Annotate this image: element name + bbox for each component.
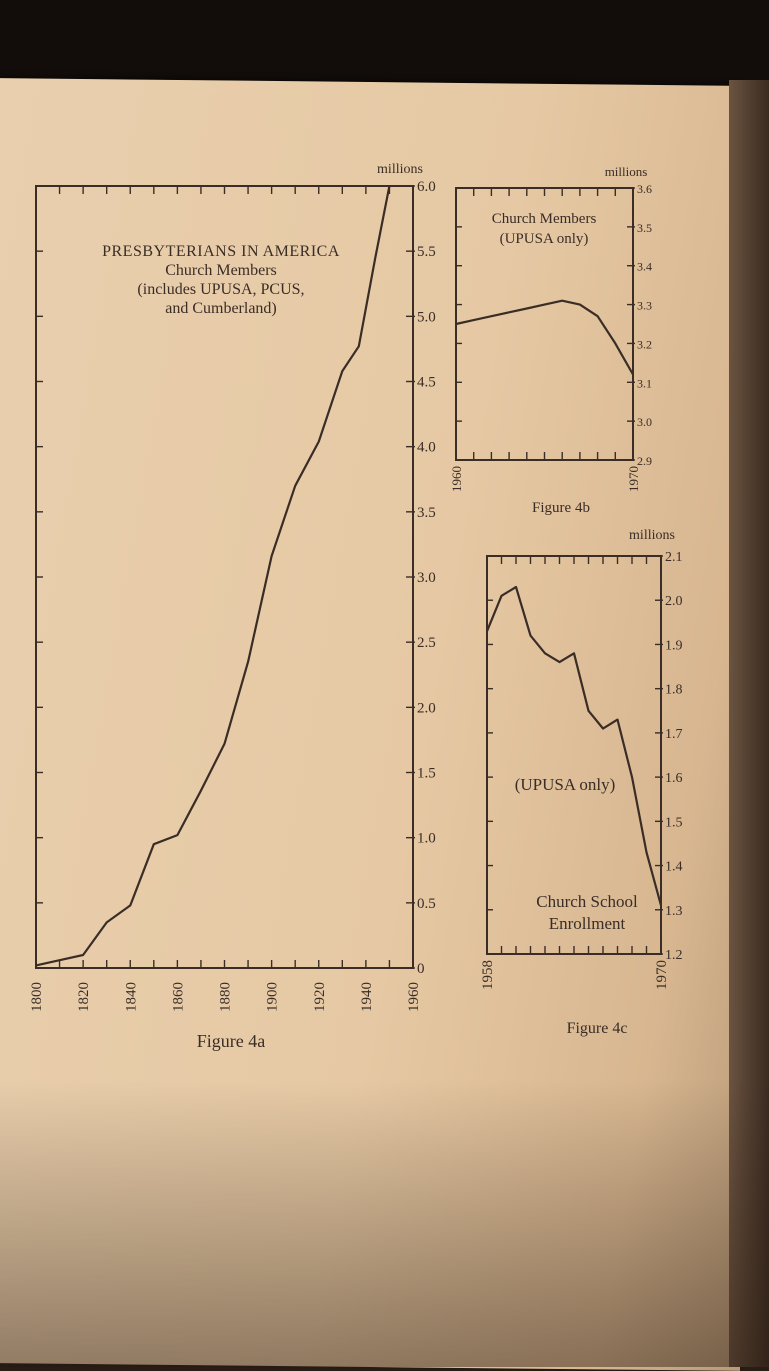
- y-tick-label: 5.0: [417, 309, 436, 325]
- x-tick-label: 1800: [29, 982, 45, 1012]
- x-tick-label: 1820: [76, 982, 92, 1012]
- y-tick-label: 2.9: [637, 454, 652, 468]
- figure-4b-x-ticks: 1960 1970: [449, 188, 641, 492]
- x-tick-label: 1960: [449, 466, 464, 492]
- y-tick-label: 3.3: [637, 299, 652, 313]
- y-tick-label: 0.5: [417, 896, 436, 912]
- y-tick-label: 3.5: [637, 221, 652, 235]
- y-tick-label: 3.4: [637, 260, 652, 274]
- figure-4a-unit-label: millions: [377, 162, 423, 177]
- y-tick-label: 1.6: [665, 771, 683, 786]
- figure-4a-subtitle-3: and Cumberland): [165, 300, 277, 317]
- figure-4a-title: PRESBYTERIANS IN AMERICA: [102, 243, 340, 260]
- figure-4c-subtitle: Enrollment: [549, 914, 626, 933]
- figure-4c-x-ticks: 1958 1970: [480, 556, 670, 990]
- y-tick-label: 1.5: [417, 766, 436, 782]
- y-tick-label: 6.0: [417, 179, 436, 195]
- y-tick-label: 3.2: [637, 337, 652, 351]
- y-tick-label: 1.4: [665, 860, 683, 875]
- figure-4a-y-ticks: 0 0.5 1.0 1.5 2.0 2.5 3.0 3.5 4.0 4.5 5.0 5.5 6.0: [36, 179, 436, 977]
- x-tick-label: 1940: [359, 982, 375, 1012]
- figure-4b-caption: Figure 4b: [532, 500, 590, 516]
- y-tick-label: 3.1: [637, 376, 652, 390]
- y-tick-label: 2.0: [665, 594, 683, 609]
- y-tick-label: 1.5: [665, 815, 683, 830]
- figure-4c: 1958 1970 1.21.31.41.51.61.71.81.92.02.1 …: [480, 528, 683, 1037]
- y-tick-label: 0: [417, 961, 425, 977]
- y-tick-label: 4.0: [417, 440, 436, 456]
- x-tick-label: 1920: [312, 982, 328, 1012]
- figure-4c-enrollment-line: [485, 585, 663, 906]
- page-shadow: [0, 1080, 769, 1367]
- figure-4a-caption: Figure 4a: [197, 1031, 265, 1051]
- x-tick-label: 1970: [626, 466, 641, 492]
- figure-4c-title: Church School: [536, 892, 638, 911]
- y-tick-label: 1.2: [665, 948, 683, 963]
- dark-background-right: [729, 80, 769, 1367]
- y-tick-label: 2.1: [665, 550, 683, 565]
- y-tick-label: 1.8: [665, 683, 683, 698]
- figure-4a-subtitle-2: (includes UPUSA, PCUS,: [137, 281, 304, 298]
- figure-4c-side-note: (UPUSA only): [515, 775, 616, 794]
- figure-4b-y-ticks: 2.9 3.0 3.1 3.2 3.3 3.4 3.5 3.6: [456, 182, 652, 468]
- y-tick-label: 1.3: [665, 904, 683, 919]
- x-tick-label: 1960: [406, 982, 422, 1012]
- figure-4c-y-ticks: 1.2 1.3 1.4 1.5 1.6 1.7 1.8 1.9 2.0 2.1: [487, 550, 683, 963]
- figure-4b-unit-label: millions: [605, 164, 648, 179]
- figure-4b-membership-line: [455, 299, 634, 376]
- y-tick-label: 1.0: [417, 831, 436, 847]
- figure-4b: 1960 1970 2.9 3.0 3.1 3.2 3.3 3.4 3.5 3.6 Church…: [449, 164, 652, 516]
- x-tick-label: 1840: [123, 982, 139, 1012]
- figure-4a-subtitle-1: Church Members: [165, 262, 277, 279]
- y-tick-label: 2.5: [417, 635, 436, 651]
- x-tick-label: 1880: [218, 982, 234, 1012]
- figure-4c-unit-label: millions: [629, 528, 675, 543]
- figure-4c-caption: Figure 4c: [567, 1020, 628, 1037]
- y-tick-label: 3.0: [637, 415, 652, 429]
- y-tick-label: 3.6: [637, 182, 652, 196]
- figure-4a-x-ticks: 1800 1820 1840 1860 1880 1900 1920 1940 1960: [29, 186, 422, 1012]
- y-tick-label: 4.5: [417, 375, 436, 391]
- x-tick-label: 1900: [265, 982, 281, 1012]
- y-tick-label: 1.7: [665, 727, 683, 742]
- y-tick-label: 5.5: [417, 244, 436, 260]
- y-tick-label: 3.5: [417, 505, 436, 521]
- y-tick-label: 2.0: [417, 700, 436, 716]
- figure-4b-subtitle: (UPUSA only): [500, 231, 589, 247]
- figure-4a: 1800 1820 1840 1860 1880 1900 1920 1940 1960 0 0.…: [29, 162, 436, 1051]
- figure-4a-membership-line: [35, 185, 391, 967]
- y-tick-label: 3.0: [417, 570, 436, 586]
- y-tick-label: 1.9: [665, 638, 683, 653]
- dark-background-top: [0, 0, 769, 90]
- x-tick-label: 1860: [170, 982, 186, 1012]
- figure-4b-frame: [455, 187, 634, 461]
- x-tick-label: 1958: [480, 960, 496, 990]
- figure-4b-title: Church Members: [492, 211, 597, 227]
- x-tick-label: 1970: [654, 960, 670, 990]
